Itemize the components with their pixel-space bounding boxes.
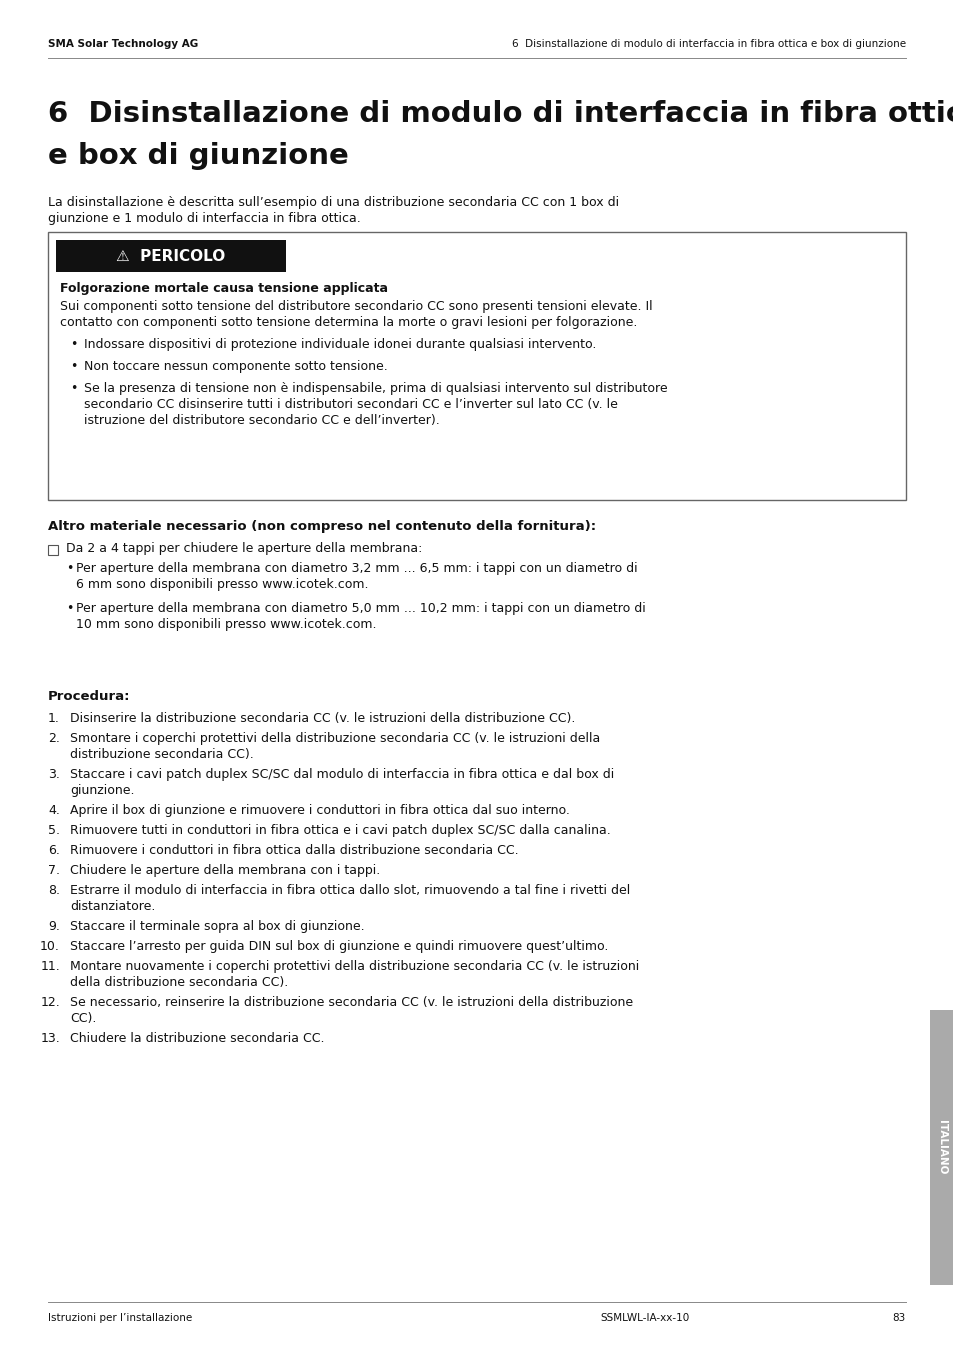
Text: Procedura:: Procedura:: [48, 691, 131, 703]
Text: Chiudere la distribuzione secondaria CC.: Chiudere la distribuzione secondaria CC.: [70, 1032, 324, 1045]
Text: giunzione e 1 modulo di interfaccia in fibra ottica.: giunzione e 1 modulo di interfaccia in f…: [48, 213, 360, 225]
Text: Istruzioni per l’installazione: Istruzioni per l’installazione: [48, 1313, 193, 1323]
Text: distanziatore.: distanziatore.: [70, 900, 155, 913]
Bar: [48, 546, 58, 555]
Text: 3.: 3.: [48, 768, 60, 781]
Text: •: •: [66, 562, 73, 575]
Text: Rimuovere tutti in conduttori in fibra ottica e i cavi patch duplex SC/SC dalla : Rimuovere tutti in conduttori in fibra o…: [70, 825, 610, 837]
Text: giunzione.: giunzione.: [70, 784, 134, 798]
Text: della distribuzione secondaria CC).: della distribuzione secondaria CC).: [70, 976, 288, 988]
Text: Montare nuovamente i coperchi protettivi della distribuzione secondaria CC (v. l: Montare nuovamente i coperchi protettivi…: [70, 960, 639, 974]
Text: Se la presenza di tensione non è indispensabile, prima di qualsiasi intervento s: Se la presenza di tensione non è indispe…: [84, 382, 667, 395]
Text: Altro materiale necessario (non compreso nel contenuto della fornitura):: Altro materiale necessario (non compreso…: [48, 520, 596, 533]
Text: Staccare i cavi patch duplex SC/SC dal modulo di interfaccia in fibra ottica e d: Staccare i cavi patch duplex SC/SC dal m…: [70, 768, 614, 781]
Text: Sui componenti sotto tensione del distributore secondario CC sono presenti tensi: Sui componenti sotto tensione del distri…: [60, 301, 652, 313]
Text: Rimuovere i conduttori in fibra ottica dalla distribuzione secondaria CC.: Rimuovere i conduttori in fibra ottica d…: [70, 844, 518, 857]
Text: 7.: 7.: [48, 864, 60, 877]
Text: istruzione del distributore secondario CC e dell’inverter).: istruzione del distributore secondario C…: [84, 414, 439, 427]
Text: 10.: 10.: [40, 940, 60, 953]
Text: Staccare l’arresto per guida DIN sul box di giunzione e quindi rimuovere quest’u: Staccare l’arresto per guida DIN sul box…: [70, 940, 608, 953]
Text: •: •: [70, 338, 77, 351]
Text: Staccare il terminale sopra al box di giunzione.: Staccare il terminale sopra al box di gi…: [70, 919, 364, 933]
Text: 6 mm sono disponibili presso www.icotek.com.: 6 mm sono disponibili presso www.icotek.…: [76, 578, 368, 590]
Text: Estrarre il modulo di interfaccia in fibra ottica dallo slot, rimuovendo a tal f: Estrarre il modulo di interfaccia in fib…: [70, 884, 630, 896]
Text: Disinserire la distribuzione secondaria CC (v. le istruzioni della distribuzione: Disinserire la distribuzione secondaria …: [70, 712, 575, 724]
Text: 6  Disinstallazione di modulo di interfaccia in fibra ottica e box di giunzione: 6 Disinstallazione di modulo di interfac…: [512, 39, 905, 49]
Text: 1.: 1.: [48, 712, 60, 724]
Text: Chiudere le aperture della membrana con i tappi.: Chiudere le aperture della membrana con …: [70, 864, 380, 877]
Text: 6.: 6.: [48, 844, 60, 857]
Text: Non toccare nessun componente sotto tensione.: Non toccare nessun componente sotto tens…: [84, 360, 387, 372]
Bar: [48, 232, 905, 500]
Text: •: •: [70, 382, 77, 395]
Text: 83: 83: [892, 1313, 905, 1323]
Text: Indossare dispositivi di protezione individuale idonei durante qualsiasi interve: Indossare dispositivi di protezione indi…: [84, 338, 596, 351]
Text: Aprire il box di giunzione e rimuovere i conduttori in fibra ottica dal suo inte: Aprire il box di giunzione e rimuovere i…: [70, 804, 569, 816]
Text: 11.: 11.: [40, 960, 60, 974]
Text: 6  Disinstallazione di modulo di interfaccia in fibra ottica: 6 Disinstallazione di modulo di interfac…: [48, 100, 953, 129]
Text: 13.: 13.: [40, 1032, 60, 1045]
Text: Per aperture della membrana con diametro 3,2 mm ... 6,5 mm: i tappi con un diame: Per aperture della membrana con diametro…: [76, 562, 637, 575]
Text: Se necessario, reinserire la distribuzione secondaria CC (v. le istruzioni della: Se necessario, reinserire la distribuzio…: [70, 997, 633, 1009]
Text: 12.: 12.: [40, 997, 60, 1009]
Text: contatto con componenti sotto tensione determina la morte o gravi lesioni per fo: contatto con componenti sotto tensione d…: [60, 315, 637, 329]
Text: •: •: [70, 360, 77, 372]
Bar: [56, 240, 286, 272]
Text: CC).: CC).: [70, 1011, 96, 1025]
Text: SMA Solar Technology AG: SMA Solar Technology AG: [48, 39, 198, 49]
Text: •: •: [66, 603, 73, 615]
Text: distribuzione secondaria CC).: distribuzione secondaria CC).: [70, 747, 253, 761]
Text: Da 2 a 4 tappi per chiudere le aperture della membrana:: Da 2 a 4 tappi per chiudere le aperture …: [66, 542, 422, 555]
Text: La disinstallazione è descritta sull’esempio di una distribuzione secondaria CC : La disinstallazione è descritta sull’ese…: [48, 196, 618, 209]
Text: 5.: 5.: [48, 825, 60, 837]
Text: ITALIANO: ITALIANO: [936, 1120, 946, 1175]
Bar: [929, 1010, 953, 1285]
Text: 9.: 9.: [48, 919, 60, 933]
Text: 2.: 2.: [48, 733, 60, 745]
Text: secondario CC disinserire tutti i distributori secondari CC e l’inverter sul lat: secondario CC disinserire tutti i distri…: [84, 398, 618, 412]
Text: e box di giunzione: e box di giunzione: [48, 142, 349, 171]
Text: 4.: 4.: [48, 804, 60, 816]
Text: 10 mm sono disponibili presso www.icotek.com.: 10 mm sono disponibili presso www.icotek…: [76, 617, 376, 631]
Text: Folgorazione mortale causa tensione applicata: Folgorazione mortale causa tensione appl…: [60, 282, 388, 295]
Text: Per aperture della membrana con diametro 5,0 mm ... 10,2 mm: i tappi con un diam: Per aperture della membrana con diametro…: [76, 603, 645, 615]
Text: 8.: 8.: [48, 884, 60, 896]
Text: Smontare i coperchi protettivi della distribuzione secondaria CC (v. le istruzio: Smontare i coperchi protettivi della dis…: [70, 733, 599, 745]
Text: ⚠  PERICOLO: ⚠ PERICOLO: [116, 249, 226, 264]
Text: SSMLWL-IA-xx-10: SSMLWL-IA-xx-10: [599, 1313, 688, 1323]
